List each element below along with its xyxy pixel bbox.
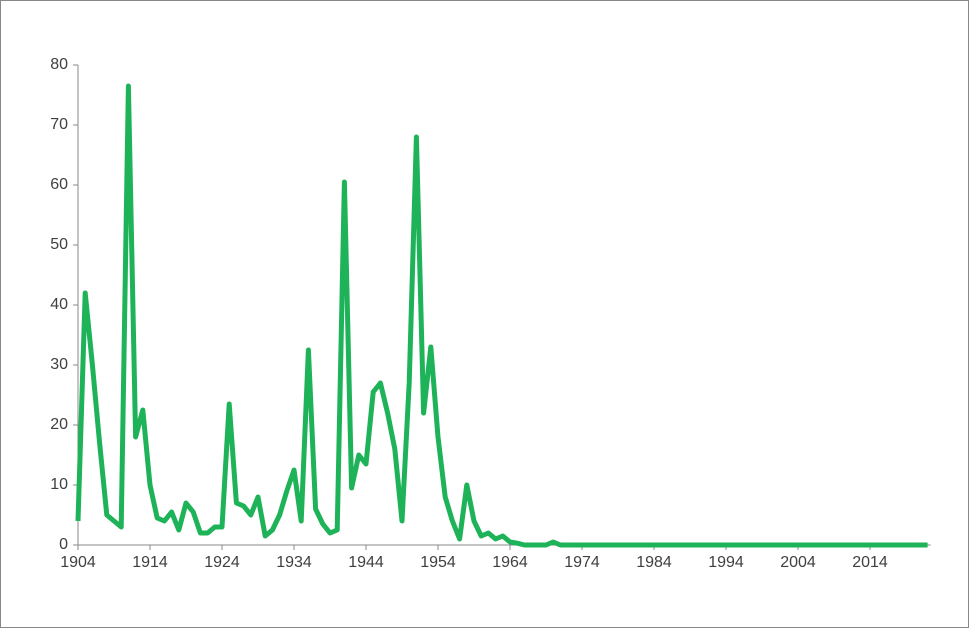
x-tick-label: 1914 <box>132 554 168 571</box>
x-tick-label: 2004 <box>780 554 816 571</box>
x-tick-label: 1904 <box>60 554 96 571</box>
x-tick-label: 1944 <box>348 554 384 571</box>
x-tick-label: 1954 <box>420 554 456 571</box>
x-tick-label: 2014 <box>852 554 888 571</box>
line-series <box>75 83 928 548</box>
x-tick-label: 1994 <box>708 554 744 571</box>
x-tick-label: 1924 <box>204 554 240 571</box>
y-tick-label: 0 <box>59 536 68 553</box>
y-tick-label: 70 <box>50 116 68 133</box>
y-tick-label: 40 <box>50 296 68 313</box>
x-tick-label: 1934 <box>276 554 312 571</box>
y-tick-label: 10 <box>50 476 68 493</box>
y-tick-label: 80 <box>50 56 68 73</box>
y-tick-label: 30 <box>50 356 68 373</box>
y-tick-label: 20 <box>50 416 68 433</box>
x-tick-label: 1984 <box>636 554 672 571</box>
x-tick-label: 1974 <box>564 554 600 571</box>
y-tick-label: 60 <box>50 176 68 193</box>
x-tick-label: 1964 <box>492 554 528 571</box>
y-tick-label: 50 <box>50 236 68 253</box>
